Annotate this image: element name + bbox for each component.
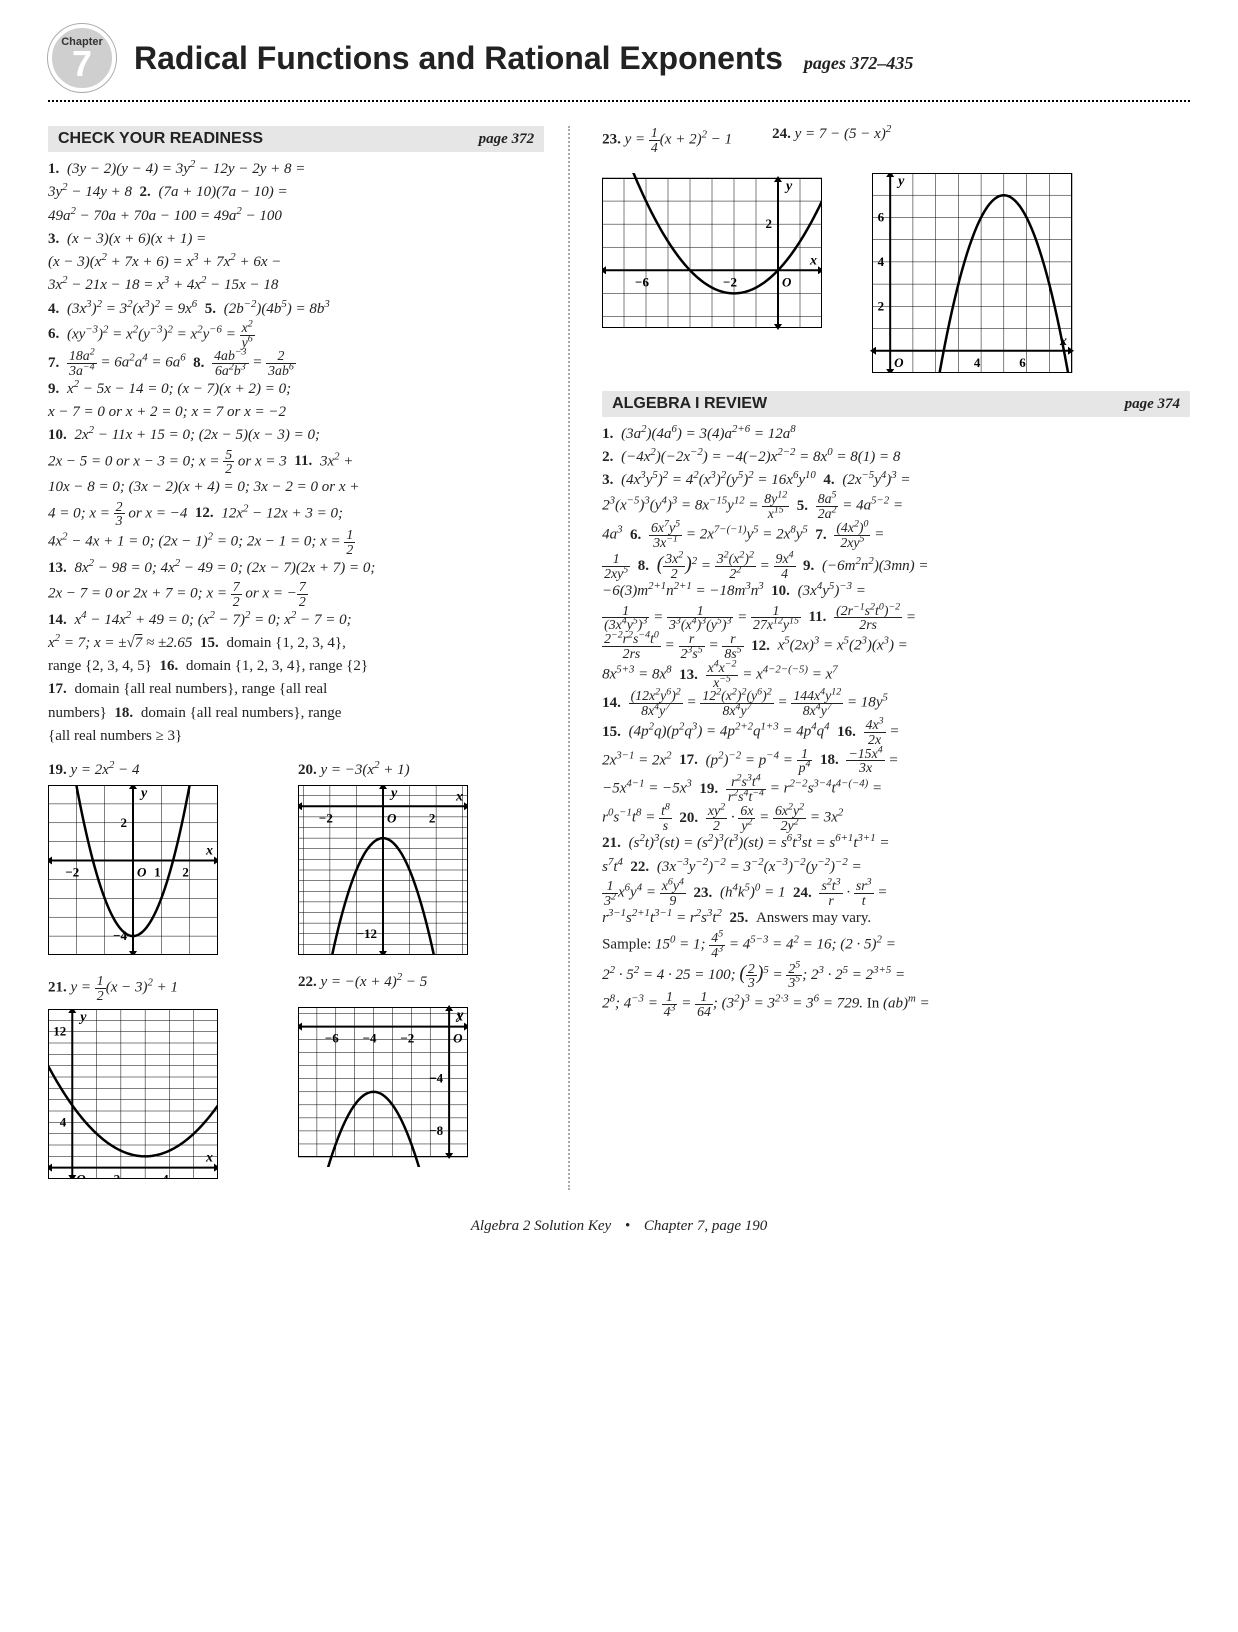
svg-text:4: 4: [974, 354, 981, 369]
svg-text:2: 2: [182, 865, 189, 880]
svg-text:O: O: [453, 1031, 463, 1046]
section-algebra-review: ALGEBRA I REVIEW page 374: [602, 391, 1190, 417]
svg-text:x: x: [455, 789, 463, 804]
graph-20-caption: 20. y = −3(x2 + 1): [298, 762, 508, 779]
section-name: ALGEBRA I REVIEW: [612, 395, 767, 413]
svg-text:2: 2: [429, 810, 436, 825]
svg-text:6: 6: [1019, 354, 1026, 369]
svg-text:−2: −2: [319, 810, 333, 825]
svg-text:y: y: [78, 1010, 87, 1025]
graph-23-caption: 23. y = 14(x + 2)2 − 1: [602, 126, 732, 155]
svg-text:12: 12: [53, 1023, 66, 1038]
svg-text:y: y: [784, 179, 793, 194]
section-name: CHECK YOUR READINESS: [58, 130, 263, 148]
svg-text:−6: −6: [635, 274, 649, 289]
page-footer: Algebra 2 Solution Key • Chapter 7, page…: [48, 1218, 1190, 1235]
readiness-body: 1. (3y − 2)(y − 4) = 3y2 − 12y − 2y + 8 …: [48, 158, 544, 748]
svg-text:O: O: [76, 1171, 86, 1178]
title-text: Radical Functions and Rational Exponents: [134, 40, 783, 76]
graph-22-caption: 22. y = −(x + 4)2 − 5: [298, 974, 508, 991]
graph-21-caption: 21. y = 12(x − 3)2 + 1: [48, 974, 258, 1003]
svg-text:O: O: [387, 810, 397, 825]
graph-21: y x O 2 4 12 4: [48, 1009, 218, 1179]
svg-text:x: x: [1059, 333, 1067, 348]
svg-text:−12: −12: [357, 926, 377, 941]
svg-text:O: O: [782, 274, 792, 289]
section-check-readiness: CHECK YOUR READINESS page 372: [48, 126, 544, 152]
svg-text:2: 2: [766, 216, 773, 231]
chapter-header: Chapter 7 Radical Functions and Rational…: [48, 24, 1190, 102]
section-page: page 372: [479, 131, 534, 148]
footer-right: Chapter 7, page 190: [644, 1218, 767, 1234]
svg-text:−4: −4: [363, 1031, 377, 1046]
svg-text:4: 4: [162, 1171, 169, 1178]
graph-19: y x −2 O1 2 2 −4: [48, 785, 218, 955]
svg-text:1: 1: [154, 865, 161, 880]
svg-text:x: x: [809, 253, 817, 268]
graph-24-caption: 24. y = 7 − (5 − x)2: [772, 126, 891, 155]
footer-left: Algebra 2 Solution Key: [471, 1218, 611, 1234]
svg-text:x: x: [205, 844, 213, 859]
svg-text:2: 2: [114, 1171, 121, 1178]
svg-text:4: 4: [878, 253, 885, 268]
svg-text:x: x: [455, 1010, 463, 1025]
svg-text:2: 2: [121, 815, 128, 830]
algebra-body: 1. (3a2)(4a6) = 3(4)a2+6 = 12a8 2. (−4x2…: [602, 423, 1190, 1019]
graph-20: y x −2 O 2 −12: [298, 785, 468, 955]
svg-text:y: y: [896, 174, 905, 189]
chapter-title: Radical Functions and Rational Exponents…: [134, 40, 1190, 77]
svg-text:−6: −6: [325, 1031, 339, 1046]
chapter-badge: Chapter 7: [48, 24, 116, 92]
svg-text:O: O: [894, 354, 904, 369]
graph-23: y x −6 −2 O 2: [602, 173, 822, 333]
graph-24: y x O 4 6 6 4 2: [862, 173, 1082, 373]
svg-text:4: 4: [60, 1114, 67, 1129]
svg-text:6: 6: [878, 209, 885, 224]
graph-19-caption: 19. y = 2x2 − 4: [48, 762, 258, 779]
svg-text:−2: −2: [65, 865, 79, 880]
graph-22: yx−6−4−2O−4−8: [298, 997, 468, 1167]
svg-text:O: O: [137, 865, 147, 880]
svg-text:y: y: [139, 786, 148, 801]
svg-text:−8: −8: [429, 1123, 443, 1138]
svg-text:y: y: [389, 786, 398, 801]
svg-text:−4: −4: [113, 928, 127, 943]
svg-text:2: 2: [878, 298, 885, 313]
svg-text:−2: −2: [400, 1031, 414, 1046]
svg-text:x: x: [205, 1150, 213, 1165]
chapter-number: 7: [72, 48, 92, 80]
svg-text:−2: −2: [723, 274, 737, 289]
title-pages: pages 372–435: [804, 53, 914, 73]
section-page: page 374: [1125, 396, 1180, 413]
svg-text:−4: −4: [429, 1071, 443, 1086]
